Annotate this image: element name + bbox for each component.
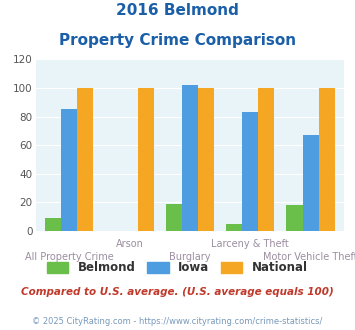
Text: Arson: Arson [116, 239, 143, 249]
Text: All Property Crime: All Property Crime [25, 252, 114, 262]
Text: Burglary: Burglary [169, 252, 211, 262]
Text: Motor Vehicle Theft: Motor Vehicle Theft [263, 252, 355, 262]
Bar [45, 218, 61, 231]
Bar [242, 112, 258, 231]
Text: Larceny & Theft: Larceny & Theft [211, 239, 289, 249]
Bar [198, 88, 214, 231]
Bar [258, 88, 274, 231]
Text: Property Crime Comparison: Property Crime Comparison [59, 33, 296, 48]
Bar [302, 135, 319, 231]
Text: 2016 Belmond: 2016 Belmond [116, 3, 239, 18]
Bar [138, 88, 154, 231]
Bar [77, 88, 93, 231]
Bar [319, 88, 335, 231]
Bar [182, 85, 198, 231]
Text: © 2025 CityRating.com - https://www.cityrating.com/crime-statistics/: © 2025 CityRating.com - https://www.city… [32, 317, 323, 326]
Bar [61, 110, 77, 231]
Bar [166, 204, 182, 231]
Legend: Belmond, Iowa, National: Belmond, Iowa, National [42, 257, 313, 279]
Bar [286, 205, 302, 231]
Bar [226, 224, 242, 231]
Text: Compared to U.S. average. (U.S. average equals 100): Compared to U.S. average. (U.S. average … [21, 287, 334, 297]
